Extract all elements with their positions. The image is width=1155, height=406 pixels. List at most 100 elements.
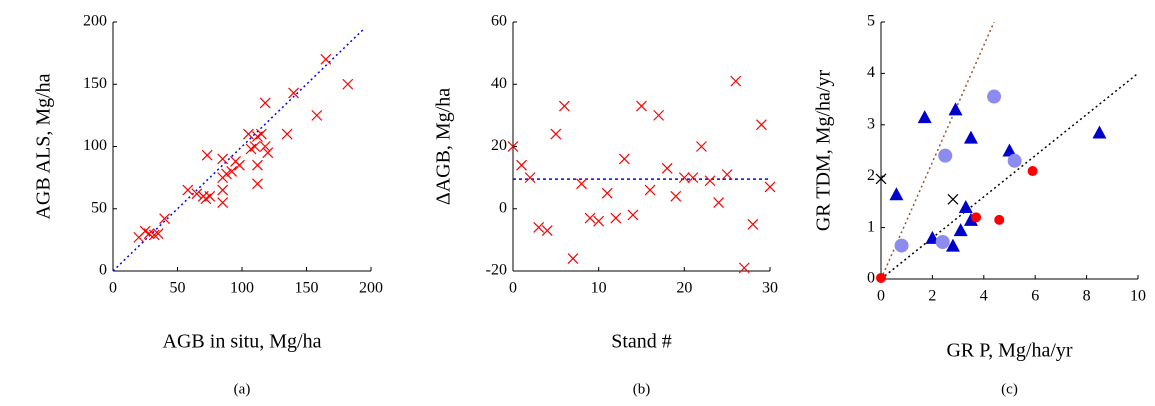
x-marker [516,159,527,171]
x-marker [627,209,639,221]
y-tick-label: 3 [867,115,875,132]
x-tick-label: 30 [762,280,778,297]
x-marker [217,197,229,208]
y-tick-label: 150 [83,75,107,92]
x-marker [252,159,263,171]
x-marker [217,184,229,196]
x-marker [576,178,587,190]
x-marker [288,87,300,99]
y-tick-label: 200 [83,13,107,30]
x-marker [221,168,232,180]
x-tick-label: 0 [109,280,117,297]
x-marker [311,109,323,121]
x-marker [259,141,271,152]
x-marker [653,109,665,121]
x-marker [678,172,690,184]
x-marker [550,128,562,140]
triangle-marker [953,223,968,237]
x-marker [204,190,216,202]
x-marker [233,159,245,171]
x-marker [721,169,733,180]
y-tick-label: -20 [486,262,507,279]
x-marker [320,53,332,65]
dot-marker [1027,166,1038,177]
y-tick-label: 0 [499,199,507,216]
y-tick-label: 100 [83,137,107,154]
x-marker [756,119,767,131]
x-marker [182,184,194,196]
y-tick-label: 40 [491,75,507,92]
x-marker [533,222,545,233]
x-marker [738,262,750,274]
circle-marker [935,234,950,249]
triangle-marker [958,200,973,214]
triangle-marker [1092,125,1107,139]
x-marker [618,153,630,165]
x-axis-label: AGB in situ, Mg/ha [163,331,322,353]
triangle-marker [1002,143,1017,157]
x-marker [259,97,271,109]
circle-marker [894,238,909,253]
x-tick-label: 4 [980,288,988,305]
x-marker [558,100,570,112]
panel-caption: (b) [633,381,651,397]
x-marker [713,197,725,208]
y-tick-label: 60 [491,13,507,30]
y-axis-label: AGB ALS, Mg/ha [33,73,55,219]
triangle-marker [963,212,978,226]
x-marker [507,141,519,152]
x-marker [281,128,293,140]
y-tick-label: 2 [867,167,875,184]
x-marker [696,141,707,152]
x-marker [217,153,229,165]
x-marker [661,162,673,174]
x-marker [226,165,238,177]
fit-line [880,72,1139,280]
x-marker [644,184,656,196]
x-marker [636,100,647,112]
x-marker [670,190,682,202]
dot-marker [971,212,982,223]
x-tick-label: 150 [295,280,319,297]
x-marker [704,175,716,187]
triangle-marker [917,110,932,124]
x-tick-label: 0 [509,280,517,297]
x-marker [584,212,596,224]
x-marker [610,212,622,224]
y-tick-label: 0 [867,270,875,287]
x-tick-label: 100 [230,280,254,297]
x-marker [730,75,742,87]
x-tick-label: 200 [359,280,383,297]
x-tick-label: 20 [676,280,692,297]
x-marker [159,213,171,225]
y-axis-label: ΔAGB, Mg/ha [433,88,455,205]
x-marker [252,178,263,190]
circle-marker [938,148,953,163]
x-marker [262,147,274,159]
x-tick-label: 10 [591,280,607,297]
x-tick-label: 10 [1130,288,1146,305]
x-tick-label: 2 [928,288,936,305]
y-tick-label: 4 [867,64,875,81]
x-marker [947,193,959,205]
x-axis-label: GR P, Mg/ha/yr [946,340,1072,362]
x-marker [524,172,536,184]
x-marker [243,128,254,140]
y-tick-label: 0 [99,262,107,279]
x-marker [875,173,887,185]
triangle-marker [889,187,904,201]
circle-marker [987,89,1002,104]
x-marker [148,229,160,241]
fit-line [880,21,995,280]
triangle-marker [948,102,963,116]
triangle-marker [963,130,978,144]
x-marker [601,187,613,199]
x-marker [687,172,699,184]
x-marker [342,78,354,90]
x-marker [249,141,261,152]
x-marker [567,253,579,264]
x-axis-label: Stand # [611,331,672,353]
panel-caption: (a) [234,381,251,397]
dot-marker [994,214,1005,225]
